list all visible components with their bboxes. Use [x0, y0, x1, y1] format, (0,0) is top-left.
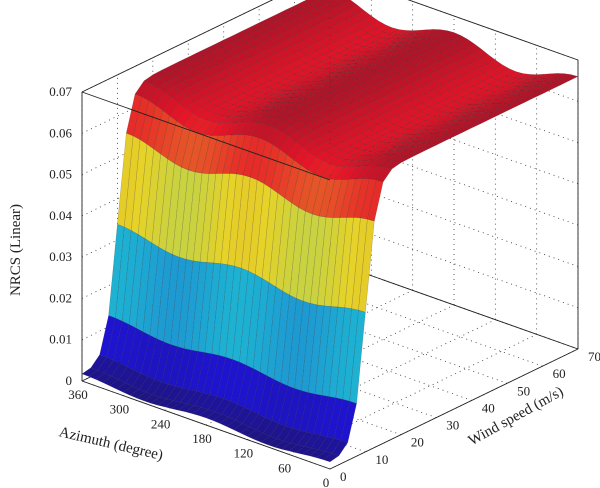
box-edge [81, 0, 274, 93]
azimuth-tick-label: 240 [151, 416, 171, 431]
axes-box-front [81, 91, 579, 470]
wind-tick-label: 30 [446, 418, 459, 433]
surface [81, 0, 579, 463]
z-tick-label: 0 [66, 373, 73, 388]
z-axis-label: NRCS (Linear) [8, 204, 24, 296]
box-edge [81, 91, 331, 181]
z-tick-label: 0.05 [49, 167, 72, 182]
wind-speed-axis-label: Wind speed (m/s) [466, 384, 567, 449]
z-tick-label: 0.04 [49, 208, 72, 223]
z-tick-label: 0.01 [49, 332, 72, 347]
surface-cell [322, 453, 340, 463]
grid-line-left-z-6 [81, 12, 331, 134]
box-edge [329, 260, 579, 350]
wind-tick-label: 50 [517, 383, 530, 398]
azimuth-axis-label: Azimuth (degree) [57, 424, 164, 463]
tick-labels: 00.010.020.030.040.050.060.0736030024018… [49, 84, 600, 488]
wind-tick-label: 60 [553, 366, 566, 381]
box-edge [329, 348, 579, 470]
wind-tick-label: 40 [482, 400, 495, 415]
wind-tick-label: 70 [588, 349, 600, 364]
azimuth-tick-label: 360 [68, 387, 88, 402]
z-tick-label: 0.03 [49, 249, 72, 264]
wind-tick-label: 0 [340, 469, 347, 484]
azimuth-tick-label: 180 [192, 431, 212, 446]
box-edge [407, 0, 579, 61]
grid-line-left-z-5 [81, 54, 331, 175]
azimuth-tick-label: 300 [110, 402, 130, 417]
azimuth-tick-label: 0 [323, 475, 330, 488]
z-tick-label: 0.02 [49, 290, 72, 305]
z-tick-label: 0.06 [49, 125, 72, 140]
azimuth-tick-label: 60 [278, 460, 291, 475]
wind-tick-label: 20 [411, 435, 424, 450]
wind-tick-label: 10 [375, 452, 388, 467]
azimuth-tick-label: 120 [234, 446, 254, 461]
z-tick-label: 0.07 [49, 84, 72, 99]
box-edge [81, 380, 331, 470]
